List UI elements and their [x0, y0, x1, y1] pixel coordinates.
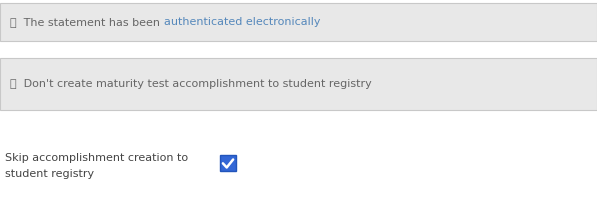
- Bar: [0, 3, 597, 41]
- Text: student registry: student registry: [5, 169, 94, 179]
- Text: Skip accomplishment creation to: Skip accomplishment creation to: [5, 153, 188, 163]
- Bar: [0, 58, 597, 110]
- Text: ⓘ  Don't create maturity test accomplishment to student registry: ⓘ Don't create maturity test accomplishm…: [10, 79, 372, 89]
- Text: ⓘ  The statement has been: ⓘ The statement has been: [10, 17, 164, 27]
- Bar: [220, 155, 236, 171]
- Text: authenticated electronically: authenticated electronically: [164, 17, 320, 27]
